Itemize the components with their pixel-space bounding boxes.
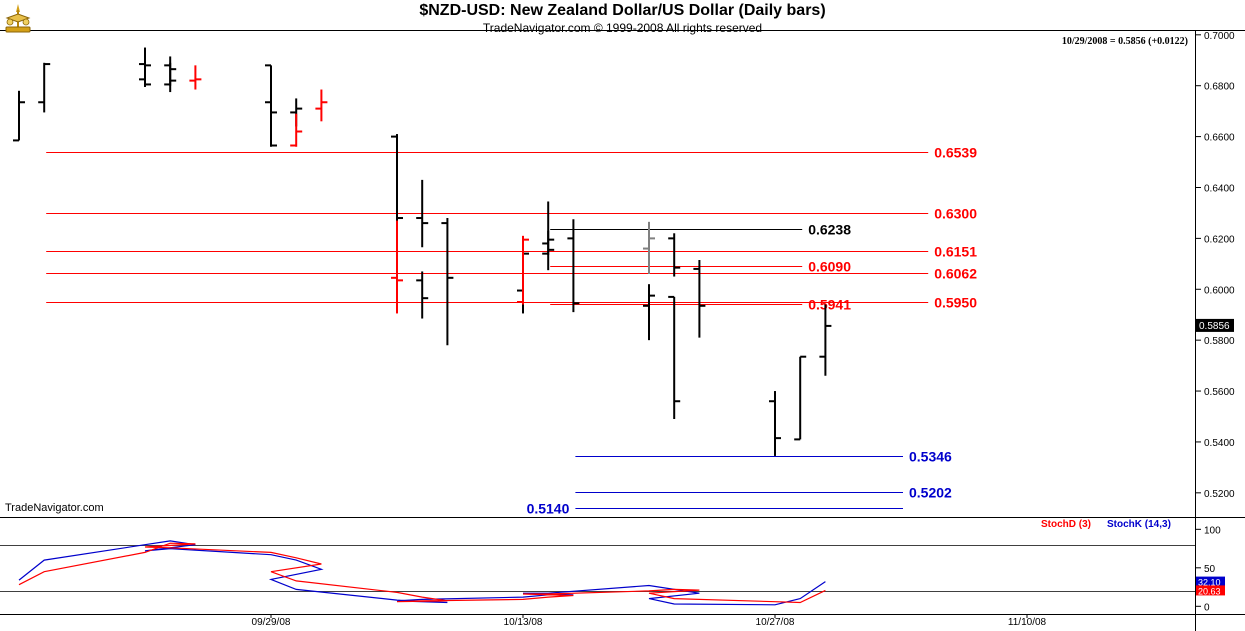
level-label: 0.6062	[934, 266, 977, 282]
level-label: 0.6238	[808, 222, 851, 238]
price-readout: 10/29/2008 = 0.5856 (+0.0122)	[1061, 36, 1188, 47]
stoch-line	[18, 542, 826, 604]
ohlc-bar	[416, 271, 429, 319]
level-label: 0.6539	[934, 145, 977, 161]
stoch-legend-item: StochD (3)	[1041, 519, 1091, 530]
price-tick-label: 0.5600	[1204, 387, 1235, 398]
level-label: 0.5346	[909, 449, 952, 465]
stoch-tick-label: 100	[1204, 525, 1221, 536]
ohlc-bar	[794, 355, 807, 441]
ohlc-bar	[769, 391, 781, 456]
stoch-tick-label: 0	[1204, 602, 1210, 613]
ohlc-bar	[416, 179, 429, 248]
price-tick-label: 0.6000	[1204, 285, 1235, 296]
ohlc-bar	[189, 65, 202, 90]
level-label: 0.6151	[934, 244, 977, 260]
price-tick-label: 0.7000	[1204, 31, 1235, 42]
price-tick-label: 0.5400	[1204, 438, 1235, 449]
ohlc-bar	[567, 219, 580, 313]
ohlc-bar	[668, 295, 681, 420]
date-tick-label: 10/27/08	[756, 617, 795, 628]
ohlc-bar	[668, 233, 681, 277]
ohlc-bar	[441, 218, 454, 346]
ohlc-bar	[693, 260, 706, 338]
level-label: 0.6090	[808, 259, 851, 275]
chart-title: $NZD-USD: New Zealand Dollar/US Dollar (…	[419, 2, 826, 19]
ohlc-bar	[265, 101, 277, 147]
date-tick-label: 10/13/08	[504, 617, 543, 628]
stochk-value-label: 32.10	[1198, 578, 1221, 588]
ohlc-bar	[517, 235, 529, 305]
stochd-value-tag	[1196, 585, 1225, 596]
ohlc-bar	[164, 62, 177, 86]
stoch-tick-label: 50	[1204, 564, 1216, 575]
price-tick-label: 0.6400	[1204, 183, 1235, 194]
ohlc-bar	[542, 230, 555, 271]
level-label: 0.6300	[934, 206, 977, 222]
stoch-legend-item: StochK (14,3)	[1107, 519, 1171, 530]
watermark-text: TradeNavigator.com	[5, 502, 104, 514]
ohlc-bar	[391, 220, 403, 314]
date-tick-label: 11/10/08	[1008, 617, 1047, 628]
level-label: 0.5202	[909, 485, 952, 501]
price-tick-label: 0.6200	[1204, 234, 1235, 245]
ohlc-bar	[139, 58, 151, 87]
ohlc-bar	[643, 284, 655, 341]
trade-navigator-logo-icon	[5, 4, 31, 33]
ohlc-bar	[819, 304, 832, 376]
level-label: 0.5941	[808, 297, 851, 313]
date-axis: 09/29/08 10/13/08 10/27/08 11/10/08	[252, 614, 1047, 628]
date-tick-label: 09/29/08	[252, 617, 291, 628]
chart-frame	[0, 30, 1245, 631]
ohlc-bar	[643, 221, 655, 274]
price-bars	[13, 47, 832, 456]
price-tick-label: 0.5800	[1204, 336, 1235, 347]
ohlc-bar	[315, 89, 328, 122]
level-label: 0.5950	[934, 295, 977, 311]
stochk-value-tag	[1196, 576, 1225, 587]
price-tick-label: 0.5200	[1204, 489, 1235, 500]
level-label: 0.5140	[527, 501, 570, 517]
last-price-label: 0.5856	[1199, 321, 1230, 332]
fibonacci-levels: 0.6539 0.6300 0.6238 0.6151 0.6090 0.6062 0.59…	[46, 145, 977, 517]
last-price-tag	[1196, 318, 1234, 332]
chart-subtitle: TradeNavigator.com © 1999-2008 All right…	[482, 21, 763, 35]
stoch-line	[18, 540, 826, 606]
ohlc-bar	[290, 113, 303, 147]
ohlc-bar	[13, 90, 25, 142]
ohlc-bar	[38, 62, 51, 113]
price-axis: 0.5200 0.5400 0.5600 0.5800 0.6000 0.6200 0.64…	[1195, 31, 1235, 500]
stochd-value-label: 20.63	[1198, 586, 1221, 596]
price-tick-label: 0.6800	[1204, 82, 1235, 93]
price-tick-label: 0.6600	[1204, 133, 1235, 144]
